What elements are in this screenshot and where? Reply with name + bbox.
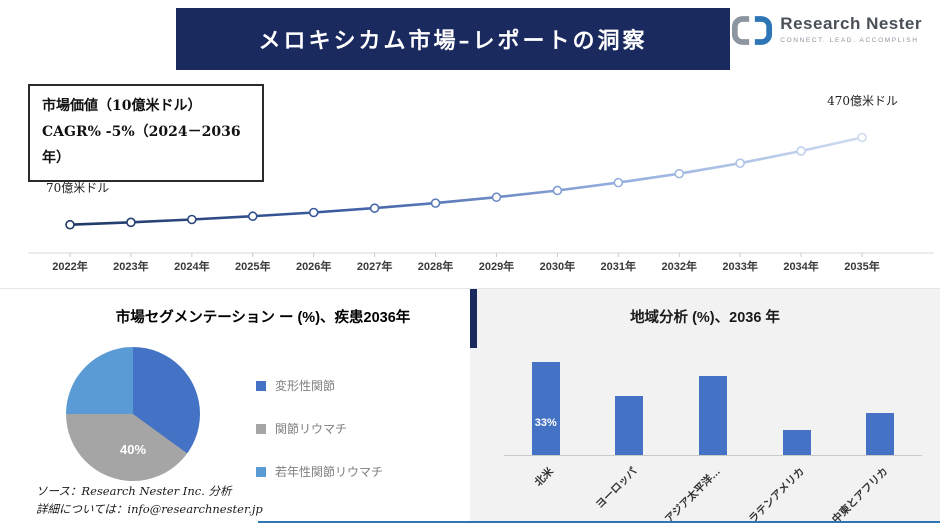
x-axis-label: 2023年 <box>113 261 149 273</box>
data-point-marker <box>674 168 685 179</box>
pie-legend: 変形性関節関節リウマチ若年性関節リウマチ <box>256 377 383 480</box>
data-point-marker <box>613 177 624 188</box>
segmentation-panel: 市場セグメンテーション ー (%)、疾患2036年 40% 変形性関節関節リウマ… <box>0 288 470 521</box>
chain-link-logo-icon <box>732 16 773 45</box>
bar-slot: 33% 北米 <box>504 353 588 489</box>
segmentation-pie-chart: 40% <box>66 347 200 481</box>
bar-slot: アジア太平洋… <box>663 353 755 526</box>
cagr-label: CAGR% -5%（2024－2036年） <box>42 123 241 166</box>
logo-text: Research Nester Connect. Lead. Accomplis… <box>780 14 922 44</box>
page-title: メロキシカム市場–レポートの洞察 <box>258 28 648 54</box>
data-point-marker <box>735 158 745 168</box>
end-value-label: 470億米ドル <box>827 94 898 108</box>
data-point-marker <box>430 198 441 208</box>
brand-name: Research Nester <box>780 14 922 33</box>
x-axis-label: 2029年 <box>478 261 515 273</box>
segmentation-title: 市場セグメンテーション ー (%)、疾患2036年 <box>115 310 411 326</box>
accent-bar <box>470 289 477 348</box>
brand-tagline: Connect. Lead. Accomplish <box>780 37 919 44</box>
regional-panel: 地域分析 (%)、2036 年 33% 北米 ヨーロッパ アジア太平洋… ラテンアメリカ… <box>470 288 940 526</box>
bar-slot: ヨーロッパ <box>588 353 672 511</box>
legend-item: 変形性関節 <box>256 377 383 394</box>
x-axis-label: 2032年 <box>661 261 697 273</box>
legend-swatch <box>256 380 266 391</box>
x-axis-labels: 2022年 2023年 2024年 2025年 2026年 2027年 2028年 2029年… <box>0 258 940 274</box>
bar-category-label: 北米 <box>532 465 556 489</box>
source-note: ソース：Research Nester Inc. 分析 <box>36 484 232 499</box>
legend-swatch <box>256 423 266 434</box>
start-value-label: 70億米ドル <box>46 181 110 195</box>
x-axis-label: 2028年 <box>417 261 454 273</box>
regional-bar-chart: 33% 北米 ヨーロッパ アジア太平洋… ラテンアメリカ 中東とアフリカ <box>504 353 922 526</box>
data-point-marker <box>247 211 258 222</box>
x-axis-label: 2031年 <box>600 261 637 273</box>
data-point-marker <box>187 214 197 225</box>
bar-2 <box>615 395 644 455</box>
legend-item: 関節リウマチ <box>256 420 383 437</box>
x-axis-label: 2030年 <box>539 261 576 273</box>
bottom-rule <box>258 521 940 523</box>
header-banner: メロキシカム市場–レポートの洞察 <box>176 8 730 70</box>
x-axis-label: 2025年 <box>235 261 271 273</box>
data-point-marker <box>552 185 563 196</box>
legend-label: 若年性関節リウマチ <box>275 465 384 479</box>
data-point-marker <box>126 217 136 228</box>
data-point-marker <box>796 146 806 156</box>
bar-slot: 中東とアフリカ <box>830 353 922 526</box>
market-value-box: 市場価値（10億米ドル） CAGR% -5%（2024－2036年） <box>28 84 264 182</box>
bar-category-label: アジア太平洋… <box>662 465 723 526</box>
bar-slot: ラテンアメリカ <box>746 353 839 526</box>
x-axis-label: 2034年 <box>783 261 819 273</box>
x-axis-label: 2033年 <box>722 261 758 273</box>
data-point-marker <box>65 219 75 230</box>
trend-line <box>69 136 863 226</box>
bar-category-label: ヨーロッパ <box>593 465 640 512</box>
bar-4 <box>782 429 811 455</box>
legend-item: 若年性関節リウマチ <box>256 463 383 480</box>
research-nester-logo: Research Nester Connect. Lead. Accomplis… <box>731 14 922 47</box>
x-axis-label: 2035年 <box>844 261 880 273</box>
regional-title: 地域分析 (%)、2036 年 <box>630 310 780 326</box>
x-axis-label: 2026年 <box>295 261 332 273</box>
legend-label: 関節リウマチ <box>275 422 348 436</box>
pie-data-label: 40% <box>119 442 147 458</box>
bar-category-label: 中東とアフリカ <box>829 465 891 526</box>
footer: ソース：Research Nester Inc. 分析 詳細については：info… <box>36 483 263 519</box>
data-point-marker <box>857 132 867 143</box>
x-axis-label: 2022年 <box>52 261 88 273</box>
market-value-label: 市場価値（10億米ドル） <box>42 98 202 114</box>
data-point-marker <box>369 203 380 213</box>
x-axis-label: 2024年 <box>174 261 210 273</box>
legend-swatch <box>256 466 266 477</box>
bar-5 <box>866 412 895 455</box>
data-point-marker <box>491 192 502 203</box>
bar-3 <box>698 375 727 455</box>
data-point-marker <box>308 207 319 218</box>
bar-data-label: 33% <box>534 417 557 429</box>
contact-note: 詳細については：info@researchnester.jp <box>36 502 263 517</box>
market-trend-line-chart <box>28 132 934 257</box>
legend-label: 変形性関節 <box>275 379 336 393</box>
bar-1: 33% <box>531 361 560 455</box>
x-axis-label: 2027年 <box>356 261 393 273</box>
bar-category-label: ラテンアメリカ <box>746 465 807 526</box>
